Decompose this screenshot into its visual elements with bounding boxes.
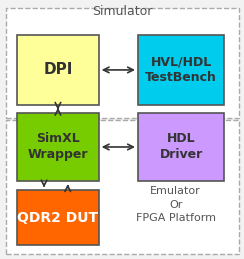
- Text: Simulator: Simulator: [92, 5, 152, 18]
- Text: Emulator
Or
FPGA Platform: Emulator Or FPGA Platform: [136, 186, 216, 223]
- Bar: [17, 190, 99, 245]
- Text: HVL/HDL
TestBench: HVL/HDL TestBench: [145, 55, 217, 84]
- Text: DPI: DPI: [43, 62, 73, 77]
- Bar: [6, 120, 239, 254]
- Bar: [6, 8, 239, 118]
- Bar: [17, 113, 99, 181]
- Text: HDL
Driver: HDL Driver: [160, 133, 203, 161]
- Bar: [138, 113, 224, 181]
- Text: QDR2 DUT: QDR2 DUT: [17, 211, 99, 225]
- Bar: [17, 35, 99, 105]
- Bar: [138, 35, 224, 105]
- Text: SimXL
Wrapper: SimXL Wrapper: [28, 133, 88, 161]
